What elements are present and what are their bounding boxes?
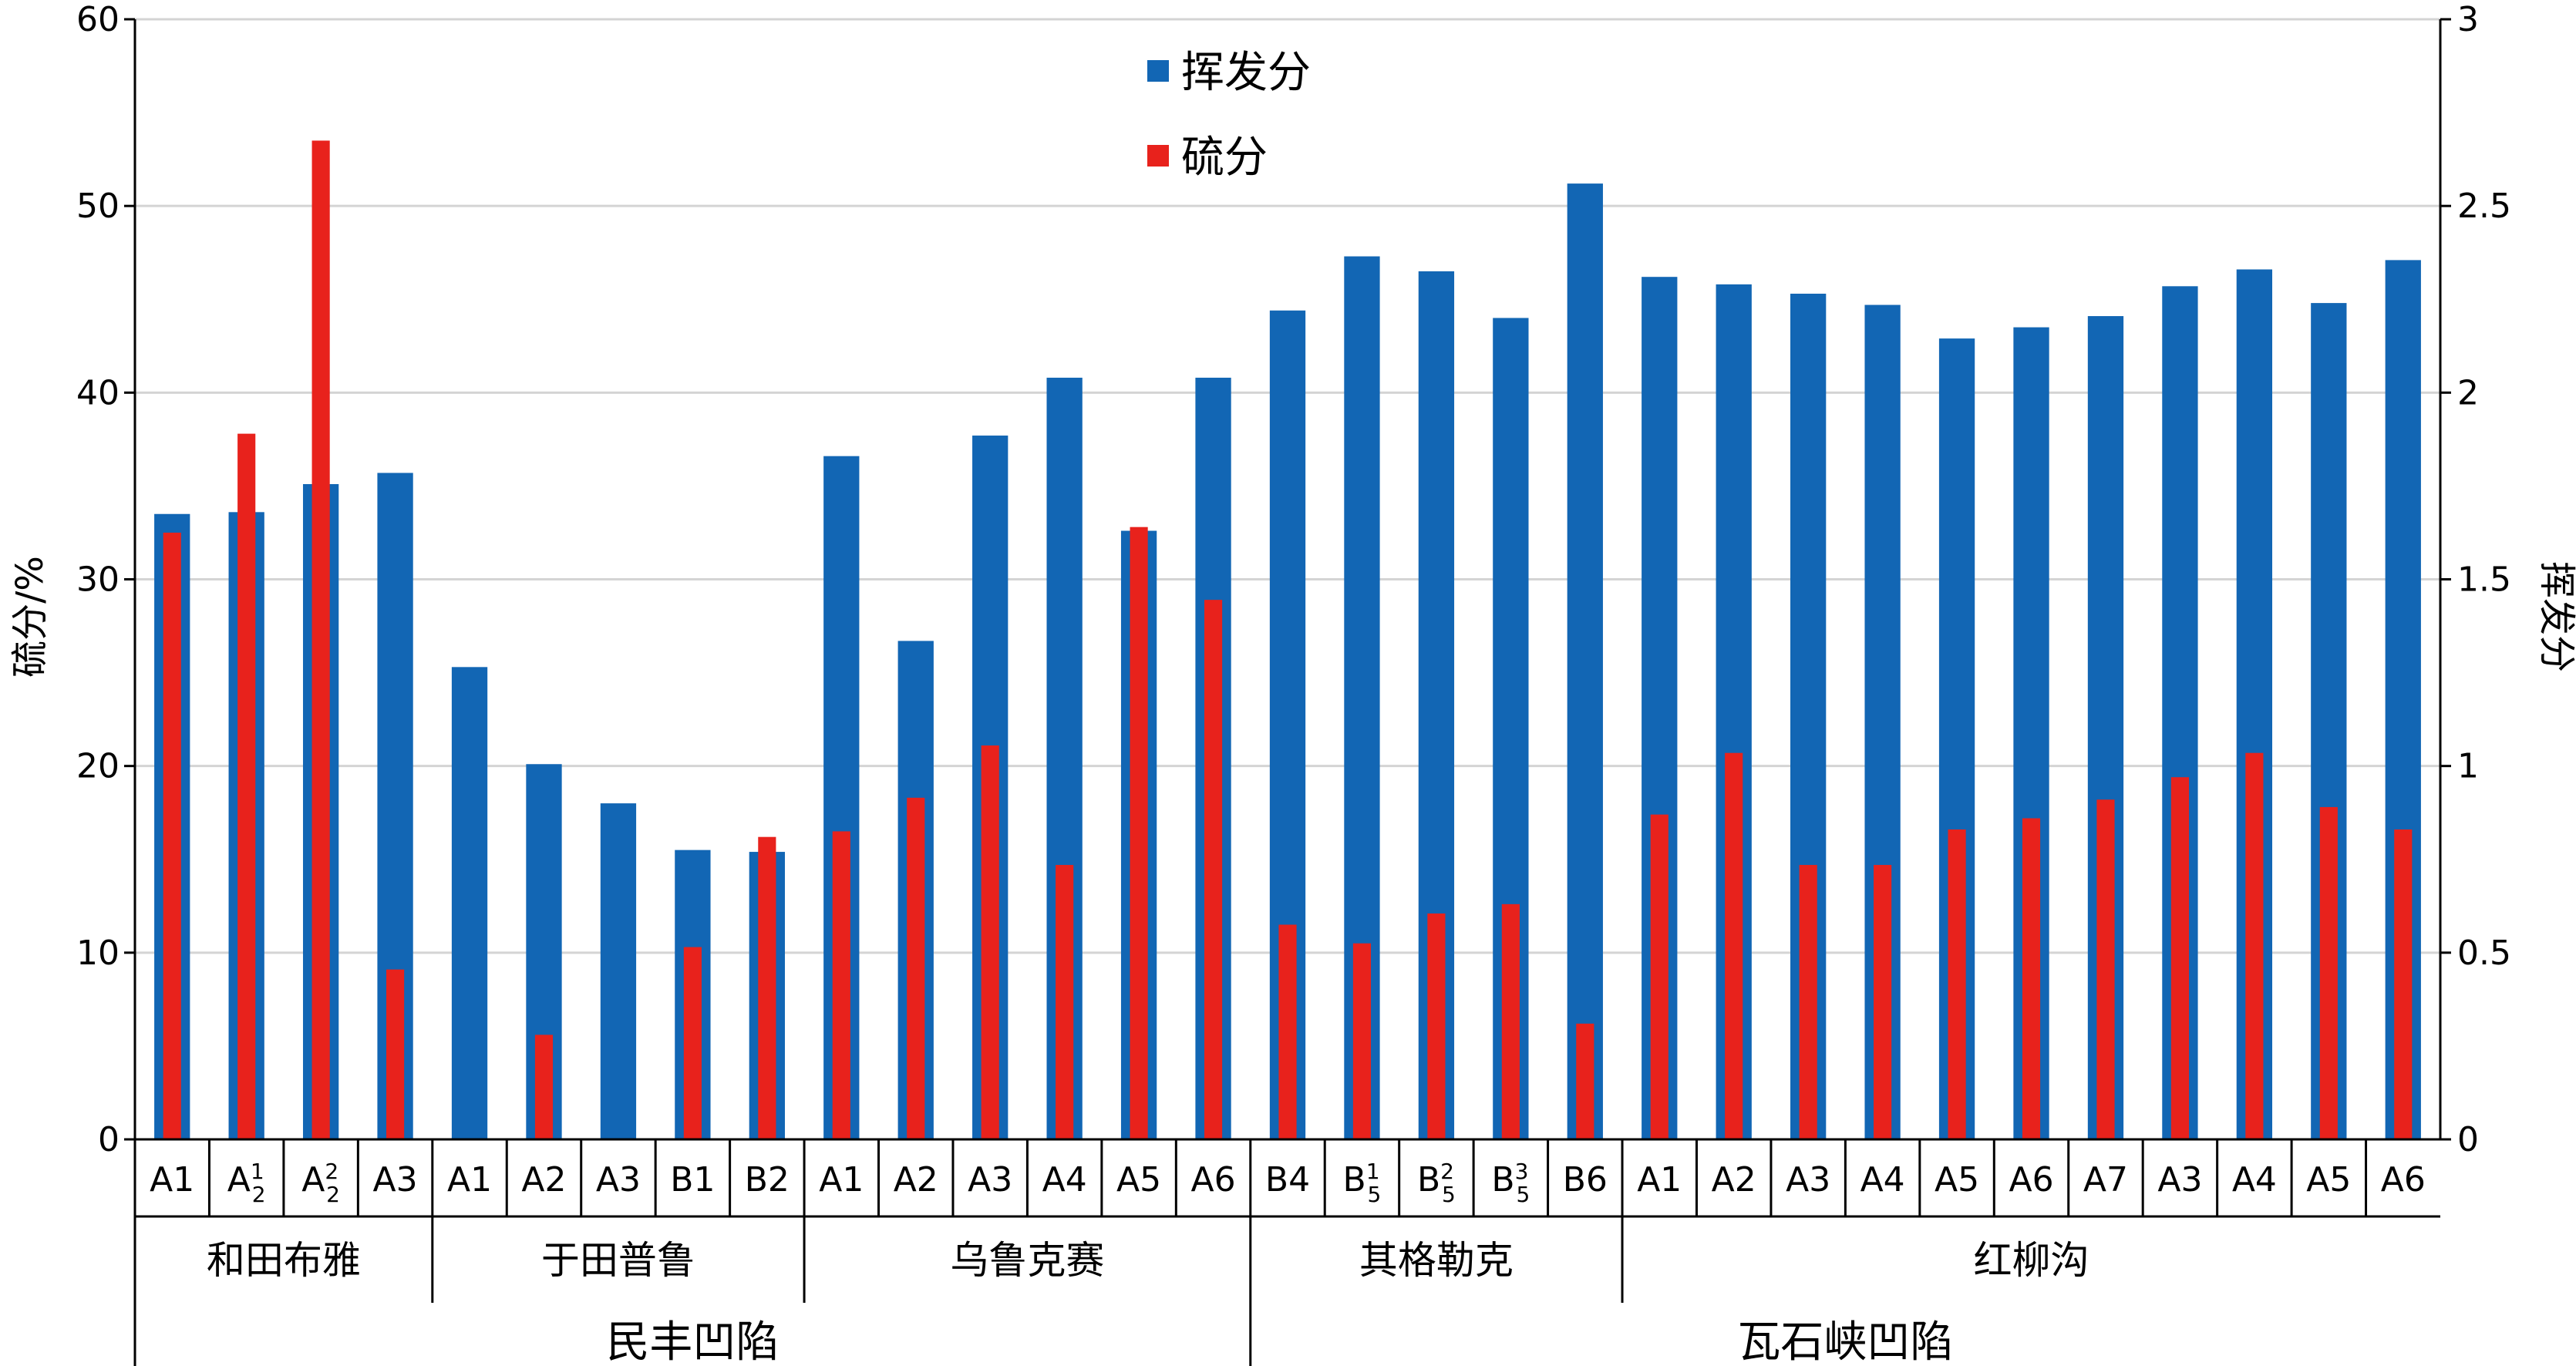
supergroup-label: 瓦石峡凹陷	[1737, 1317, 1953, 1366]
legend-label-volatile: 挥发分	[1181, 48, 1311, 98]
bar-sulfur	[2319, 806, 2338, 1139]
bar-sulfur	[832, 831, 850, 1139]
bar-sulfur	[2022, 818, 2041, 1139]
left-tick-label: 10	[76, 934, 120, 973]
category-label: A3	[373, 1160, 418, 1199]
category-label: A1	[447, 1160, 492, 1199]
bar-sulfur	[1948, 829, 1966, 1139]
category-label: A6	[2381, 1160, 2426, 1199]
category-label: A3	[1786, 1160, 1830, 1199]
category-label: B2 5	[1417, 1159, 1456, 1207]
left-tick-label: 60	[76, 0, 120, 39]
bar-sulfur	[386, 969, 405, 1139]
category-label: A1	[1637, 1160, 1682, 1199]
right-tick-label: 1	[2457, 747, 2479, 786]
bar-sulfur	[2394, 829, 2413, 1139]
bar-sulfur	[163, 532, 181, 1139]
category-label: A4	[2232, 1160, 2277, 1199]
legend-swatch-sulfur	[1147, 145, 1169, 167]
category-label: A5	[1935, 1160, 1979, 1199]
category-label: B1 5	[1343, 1159, 1382, 1207]
category-label: B1	[670, 1160, 715, 1199]
bar-sulfur	[1130, 527, 1148, 1139]
right-tick-label: 1.5	[2457, 560, 2511, 600]
sulfur-series	[163, 140, 2413, 1140]
left-tick-label: 40	[76, 373, 120, 412]
right-tick-label: 2	[2457, 373, 2479, 412]
bar-sulfur	[1725, 752, 1743, 1139]
bar-volatile	[1567, 183, 1603, 1139]
category-label: B6	[1563, 1160, 1608, 1199]
bar-volatile	[451, 667, 488, 1139]
right-tick-label: 0.5	[2457, 934, 2511, 973]
bar-sulfur	[1799, 865, 1817, 1139]
category-axis: A1 A1 2 A2 2 A3 A1 A2 A3 B1 B2 A1 A2 A3 A4 A5 A6 B4 B1 5 B2 5…	[135, 1139, 2440, 1366]
bar-sulfur	[311, 140, 330, 1140]
category-label: A3	[596, 1160, 641, 1199]
category-label: A1 2	[227, 1159, 266, 1207]
tick-labels: 0 10 20 30 40 50 60 0 0.5 1 1.5 2 2.5 3	[76, 0, 2511, 1159]
left-tick-label: 0	[98, 1120, 120, 1159]
category-label: A1	[150, 1160, 194, 1199]
bar-sulfur	[1056, 865, 1074, 1139]
group-label: 于田普鲁	[541, 1238, 695, 1283]
category-label: B4	[1265, 1160, 1310, 1199]
legend-swatch-volatile	[1147, 60, 1169, 82]
bar-sulfur	[1501, 903, 1520, 1139]
category-label: A4	[1042, 1160, 1087, 1199]
category-label: B2	[745, 1160, 790, 1199]
category-label: A5	[1116, 1160, 1161, 1199]
right-tick-label: 3	[2457, 0, 2479, 39]
bar-sulfur	[2245, 752, 2264, 1139]
bar-sulfur	[1278, 924, 1297, 1139]
category-label: A5	[2306, 1160, 2351, 1199]
right-axis-title: 挥发分	[2535, 561, 2576, 672]
supergroup-label: 民丰凹陷	[606, 1317, 779, 1366]
legend-label-sulfur: 硫分	[1181, 133, 1268, 183]
bar-sulfur	[981, 745, 999, 1139]
group-label: 和田布雅	[207, 1238, 361, 1283]
category-label: A1	[819, 1160, 864, 1199]
group-label: 乌鲁克赛	[950, 1238, 1104, 1283]
left-tick-label: 30	[76, 560, 120, 600]
category-label: A3	[2157, 1160, 2202, 1199]
bar-sulfur	[237, 433, 256, 1139]
bar-volatile	[600, 803, 637, 1139]
category-label: A2	[1712, 1160, 1756, 1199]
category-label: A3	[968, 1160, 1012, 1199]
category-label: A6	[2009, 1160, 2053, 1199]
group-label: 其格勒克	[1359, 1238, 1514, 1283]
left-tick-label: 50	[76, 187, 120, 226]
right-tick-label: 0	[2457, 1120, 2479, 1159]
bar-sulfur	[907, 797, 925, 1139]
right-tick-label: 2.5	[2457, 187, 2511, 226]
bar-sulfur	[683, 947, 702, 1139]
category-label: B3 5	[1491, 1159, 1530, 1207]
bar-sulfur	[758, 836, 776, 1139]
category-label: A2	[521, 1160, 566, 1199]
legend[interactable]: 挥发分 硫分	[1147, 48, 1311, 183]
category-label: A4	[1860, 1160, 1905, 1199]
bar-sulfur	[1427, 913, 1446, 1139]
bar-sulfur	[1576, 1023, 1594, 1139]
category-label: A2	[894, 1160, 938, 1199]
bar-sulfur	[2170, 777, 2189, 1139]
bar-sulfur	[2096, 799, 2115, 1139]
left-axis-title: 硫分/%	[8, 556, 52, 678]
category-label: A2 2	[301, 1159, 340, 1207]
left-tick-label: 20	[76, 747, 120, 786]
bar-sulfur	[1874, 865, 1892, 1139]
bar-sulfur	[534, 1035, 554, 1139]
bar-sulfur	[1204, 600, 1223, 1139]
category-label: A7	[2083, 1160, 2128, 1199]
group-label: 红柳沟	[1974, 1238, 2089, 1283]
category-label: A6	[1191, 1160, 1236, 1199]
bar-sulfur	[1352, 943, 1372, 1139]
bar-sulfur	[1650, 814, 1669, 1139]
